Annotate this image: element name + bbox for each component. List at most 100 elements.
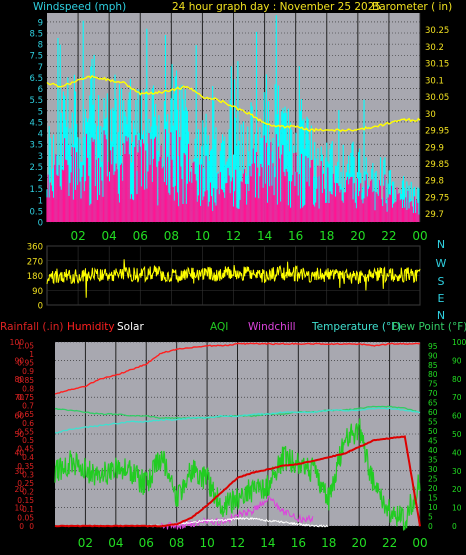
humidity-tick-label: 60 (14, 412, 24, 421)
temperature-tick-label: 0 (428, 522, 433, 531)
temperature-tick-label: 25 (428, 475, 438, 484)
percent-tick-label-right: 90 (452, 356, 462, 365)
rainfall-tick-label: 0.9 (22, 367, 34, 376)
barometer-tick-label: 29.7 (425, 210, 444, 220)
temperature-tick-label: 50 (428, 427, 438, 436)
rainfall-tick-label: 0.15 (17, 496, 34, 505)
barometer-tick-label: 30.1 (425, 76, 444, 86)
humidity-tick-label: 100 (10, 338, 25, 347)
percent-tick-label-right: 50 (452, 430, 462, 439)
humidity-line-segment (54, 342, 421, 395)
wind-direction-line (46, 259, 421, 298)
rainfall-tick-label: 0.85 (17, 376, 34, 385)
rainfall-line (54, 435, 421, 528)
panel3-x-tick-label: 20 (352, 536, 367, 550)
direction-tick-label: 90 (32, 287, 43, 297)
temperature-tick-label: 75 (428, 380, 438, 389)
panel3-x-tick-label: 22 (382, 536, 397, 550)
aqi-line-segment (54, 418, 421, 531)
humidity-legend: Humidity (67, 321, 115, 333)
panel1-x-tick-label: 12 (226, 229, 241, 243)
windchill-legend: Windchill (248, 321, 296, 333)
barometer-tick-label: 29.8 (425, 177, 444, 187)
percent-tick-label-right: 30 (452, 467, 462, 476)
barometer-tick-label: 30.2 (425, 43, 444, 53)
rainfall-legend: Rainfall (.in) (0, 321, 63, 333)
rainfall-tick-label: 0.55 (17, 427, 34, 436)
aqi-line (54, 418, 421, 531)
barometer-axis-title: Barometer ( in) (372, 1, 452, 13)
rainfall-tick-label: 0.35 (17, 462, 34, 471)
temperature-tick-label: 20 (428, 484, 438, 493)
temperature-tick-label: 85 (428, 361, 438, 370)
rainfall-tick-label: 0.6 (22, 419, 34, 428)
windspeed-tick-label: 9 (38, 18, 43, 28)
percent-tick-label-right: 40 (452, 448, 462, 457)
rainfall-tick-label: 0.7 (22, 402, 34, 411)
windspeed-tick-label: 6 (38, 85, 43, 95)
temperature-tick-label: 5 (428, 513, 433, 522)
chart-title: 24 hour graph day : November 25 2025 (172, 1, 381, 13)
direction-tick-label: 180 (27, 272, 43, 282)
windspeed-tick-label: 3 (38, 152, 43, 162)
rainfall-tick-label: 0.05 (17, 513, 34, 522)
percent-tick-label-right: 60 (452, 412, 462, 421)
panel1-x-tick-label: 16 (288, 229, 303, 243)
panel1-x-tick-label: 06 (133, 229, 148, 243)
direction-tick-label: 270 (27, 257, 43, 267)
temperature-tick-label: 60 (428, 408, 438, 417)
compass-label: W (436, 257, 447, 270)
windspeed-tick-label: 6.5 (29, 74, 43, 84)
percent-tick-label-right: 80 (452, 375, 462, 384)
rainfall-tick-label: 1 (29, 350, 34, 359)
panel3-x-tick-label: 06 (139, 536, 154, 550)
panel3-x-tick-label: 10 (199, 536, 214, 550)
humidity-tick-label: 0 (19, 522, 24, 531)
barometer-tick-label: 29.75 (425, 193, 449, 203)
windspeed-tick-label: 1 (38, 196, 43, 206)
compass-label: N (437, 238, 445, 251)
humidity-tick-label: 20 (14, 485, 24, 494)
panel1-x-tick-label: 22 (381, 229, 396, 243)
humidity-tick-label: 50 (14, 430, 24, 439)
rainfall-tick-label: 0.75 (17, 393, 34, 402)
temperature-tick-label: 30 (428, 465, 438, 474)
temperature-tick-label: 15 (428, 494, 438, 503)
temperature-tick-label: 70 (428, 389, 438, 398)
temperature-tick-label: 95 (428, 342, 438, 351)
temperature-line (54, 407, 421, 434)
dewpoint-legend: Dew Point (°F) (392, 321, 466, 333)
barometer-tick-label: 29.9 (425, 143, 444, 153)
panel1-x-tick-label: 10 (195, 229, 210, 243)
humidity-tick-label: 80 (14, 375, 24, 384)
panel1-x-tick-label: 04 (102, 229, 117, 243)
rainfall-tick-label: 0 (29, 522, 34, 531)
barometer-tick-label: 30.05 (425, 93, 449, 103)
percent-tick-label-right: 20 (452, 485, 462, 494)
barometer-tick-label: 30.25 (425, 26, 449, 36)
temperature-line-segment (54, 407, 421, 434)
panel3-x-tick-label: 14 (260, 536, 275, 550)
rainfall-tick-label: 0.5 (22, 436, 34, 445)
windspeed-tick-label: 7 (38, 63, 43, 73)
panel1-x-tick-label: 02 (70, 229, 85, 243)
panel3-x-tick-label: 04 (108, 536, 123, 550)
rainfall-tick-label: 0.65 (17, 410, 34, 419)
panel3-x-tick-label: 12 (230, 536, 245, 550)
panel3-x-tick-label: 16 (291, 536, 306, 550)
compass-label: S (438, 275, 445, 288)
aqi-legend: AQI (210, 321, 228, 333)
percent-tick-label-right: 10 (452, 504, 462, 513)
rainfall-tick-label: 1.05 (17, 341, 34, 350)
gust-series (46, 129, 420, 222)
temperature-tick-label: 40 (428, 446, 438, 455)
windspeed-tick-label: 8.5 (29, 30, 43, 40)
barometer-tick-label: 29.95 (425, 127, 449, 137)
panel1-x-tick-label: 14 (257, 229, 272, 243)
percent-tick-label-right: 0 (452, 522, 457, 531)
windspeed-tick-label: 5 (38, 107, 43, 117)
rainfall-tick-label: 0.8 (22, 384, 34, 393)
barometer-tick-label: 29.85 (425, 160, 449, 170)
